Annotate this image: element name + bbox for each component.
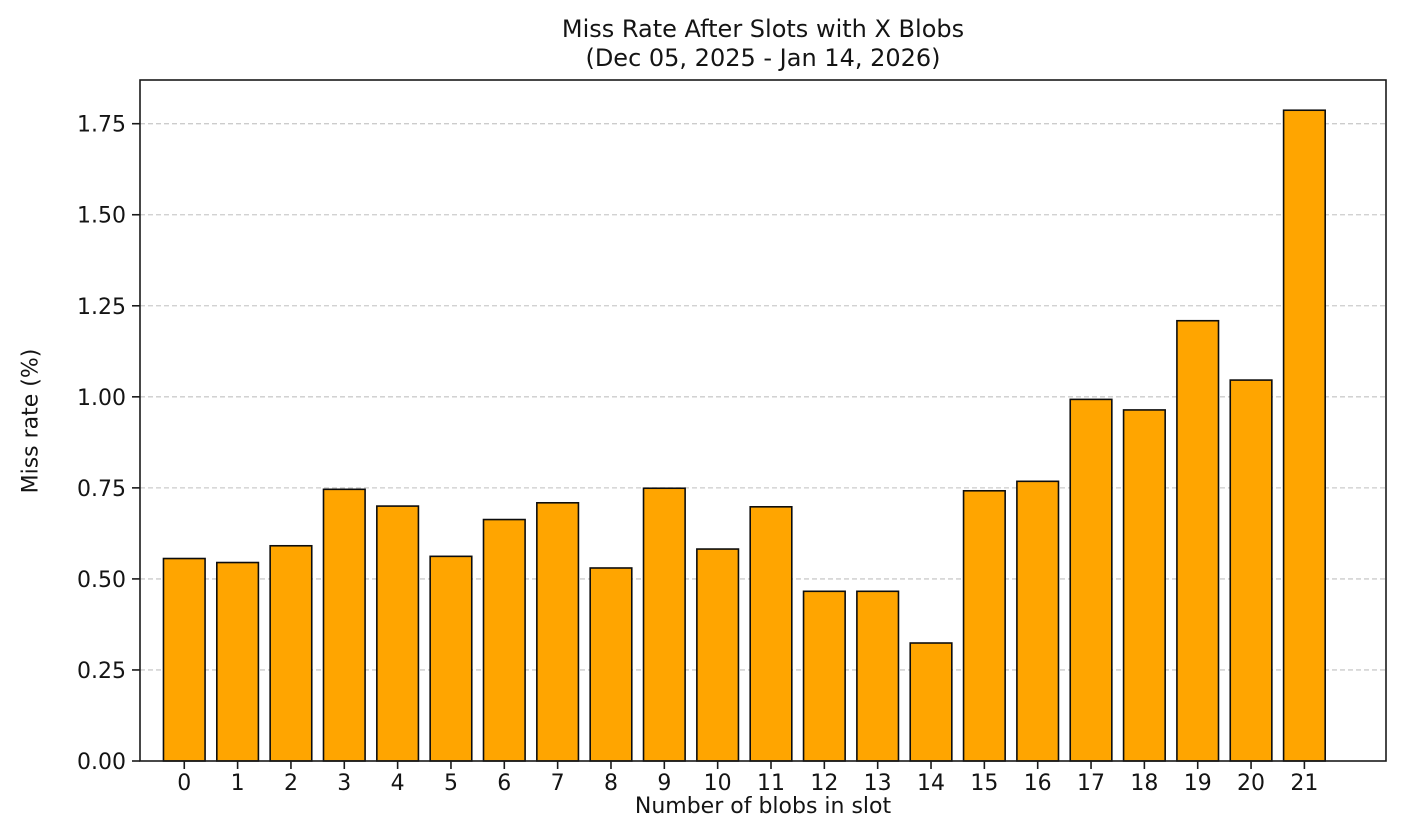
x-tick-label: 10 [704,771,732,796]
bar-12 [802,590,846,762]
y-tick-label: 0.00 [77,750,126,775]
bar-1 [216,561,260,762]
chart-title-line2: (Dec 05, 2025 - Jan 14, 2026) [585,44,941,72]
y-tick-label: 0.50 [77,568,126,593]
x-tick-label: 14 [917,771,945,796]
bar-2 [269,544,313,762]
x-tick-label: 6 [497,771,511,796]
bar-8 [589,567,633,762]
chart-title: Miss Rate After Slots with X Blobs (Dec … [140,15,1386,73]
bar-5 [429,555,473,762]
bar-16 [1016,480,1060,762]
x-tick-label: 4 [391,771,405,796]
bar-14 [909,642,953,762]
x-tick-label: 17 [1077,771,1105,796]
bar-15 [962,489,1006,762]
x-tick-label: 3 [337,771,351,796]
bar-18 [1122,409,1166,762]
x-tick-label: 19 [1184,771,1212,796]
x-tick-label: 1 [231,771,245,796]
x-tick-label: 13 [864,771,892,796]
bar-19 [1176,319,1220,762]
bar-21 [1282,109,1326,762]
bar-17 [1069,398,1113,762]
bar-6 [482,518,526,762]
x-tick-label: 11 [757,771,785,796]
x-tick-label: 12 [810,771,838,796]
bar-11 [749,506,793,762]
x-tick-label: 16 [1024,771,1052,796]
x-tick-label: 7 [551,771,565,796]
plot-border [139,79,1387,762]
x-tick-label: 20 [1237,771,1265,796]
x-tick-label: 2 [284,771,298,796]
x-axis-label: Number of blobs in slot [634,794,892,819]
y-tick-label: 0.75 [77,477,126,502]
chart-title-line1: Miss Rate After Slots with X Blobs [561,15,965,43]
bar-7 [536,501,580,762]
x-tick-label: 8 [604,771,618,796]
bar-9 [642,487,686,762]
y-axis-label: Miss rate (%) [18,348,44,494]
x-tick-label: 0 [177,771,191,796]
x-tick-label: 9 [657,771,671,796]
y-tick-label: 1.50 [77,204,126,229]
bar-4 [376,505,420,762]
bar-13 [856,590,900,762]
x-tick-label: 5 [444,771,458,796]
y-tick-label: 1.00 [77,386,126,411]
x-tick-label: 15 [970,771,998,796]
x-tick-label: 21 [1290,771,1318,796]
y-tick-label: 0.25 [77,659,126,684]
bar-0 [162,557,206,762]
bar-3 [322,488,366,762]
x-tick-label: 18 [1130,771,1158,796]
bar-10 [696,548,740,762]
bar-20 [1229,379,1273,762]
y-tick-label: 1.75 [77,113,126,138]
y-tick-label: 1.25 [77,295,126,320]
